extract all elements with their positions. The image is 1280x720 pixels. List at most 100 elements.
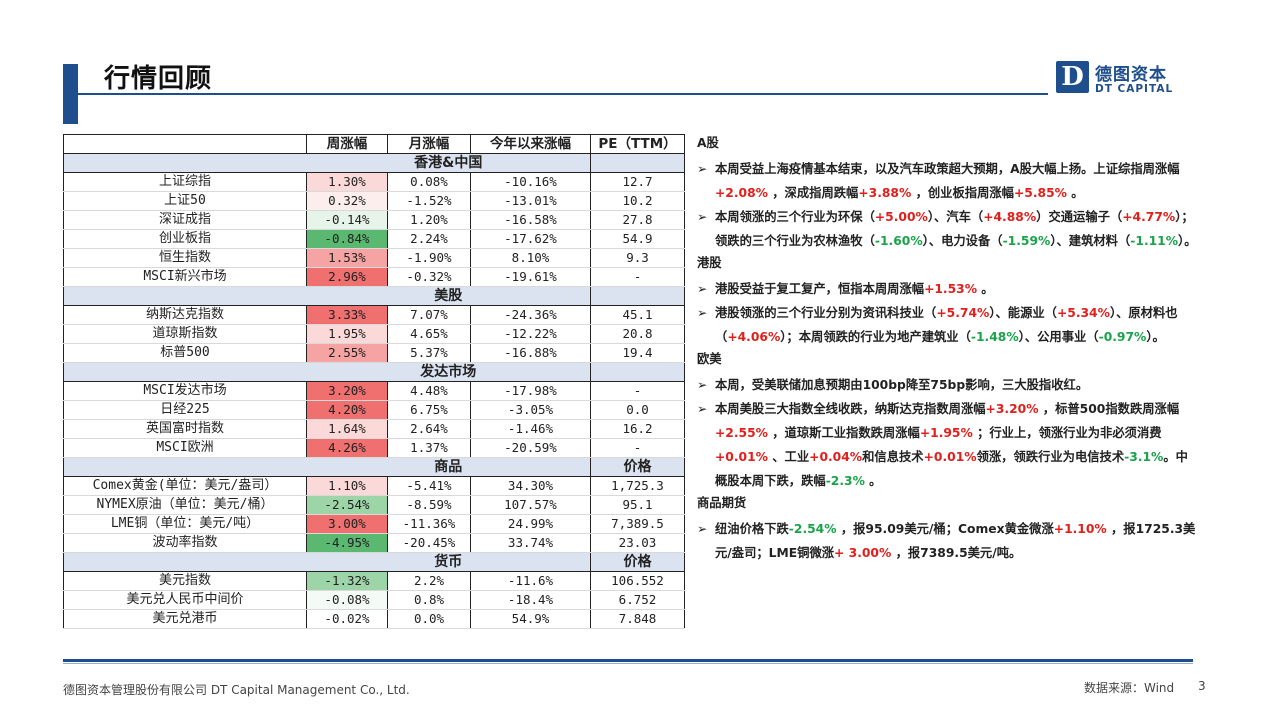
index-name: MSCI发达市场 [63,381,307,401]
section-spacer [63,552,307,572]
commentary-text: ）、电力设备（ [922,234,1003,248]
month-change: -1.52% [387,191,471,211]
pe-or-price: 12.7 [590,172,685,192]
commentary-bullet: ➢ 本周，受美联储加息预期由100bp降至75bp影响，三大股指收红。 [697,373,1197,397]
week-change: 1.30% [306,172,388,192]
pe-or-price: 7,389.5 [590,514,685,534]
logo-english-name: DT CAPITAL [1095,83,1174,95]
ytd-change: -17.98% [470,381,591,401]
commentary-text: ）；领跌的三个行业为农林渔牧（ [715,210,1194,248]
market-table-body: 周涨幅 月涨幅 今年以来涨幅 PE（TTM） 香港&中国 上证综指 1.30% 0.08% -1… [63,134,685,629]
month-change: 2.64% [387,419,471,439]
commentary-bullet: ➢ 港股领涨的三个行业分别为资讯科技业（+5.74%）、能源业（+5.34%）、原… [697,301,1197,349]
commentary-section-title: 欧美 [697,352,722,366]
ytd-change: 8.10% [470,248,591,268]
pe-or-price: 45.1 [590,305,685,325]
bullet-arrow-icon: ➢ [697,282,708,296]
commentary-section-title: 商品期货 [697,496,747,510]
month-change: 0.8% [387,590,471,610]
section-value-header: 价格 [590,457,685,477]
month-change: 4.65% [387,324,471,344]
commentary-bullet: ➢ 港股受益于复工复产，恒指本周周涨幅+1.53% 。 [697,277,1197,301]
section-row: 香港&中国 [63,153,685,173]
ytd-change: -11.6% [470,571,591,591]
commentary-text: ）。 [1146,330,1165,344]
gain-value: +0.04% [809,450,863,464]
commentary-text: ，标普500指数跌周涨幅 [1038,402,1180,416]
section-title: 美股 [306,286,591,306]
index-name: Comex黄金(单位：美元/盎司） [63,476,307,496]
month-change: 4.48% [387,381,471,401]
index-name: 美元指数 [63,571,307,591]
commentary-text: ）、汽车（ [927,210,984,224]
footer-divider-thin [63,663,1193,664]
table-row: NYMEX原油（单位：美元/桶） -2.54% -8.59% 107.57% 95.1 [63,495,685,515]
week-change: 1.53% [306,248,388,268]
week-change: -0.02% [306,609,388,629]
month-change: 1.37% [387,438,471,458]
gain-value: +4.88% [983,210,1037,224]
pe-or-price: 7.848 [590,609,685,629]
week-change: 0.32% [306,191,388,211]
week-change: 3.00% [306,514,388,534]
table-row: 道琼斯指数 1.95% 4.65% -12.22% 20.8 [63,324,685,344]
ytd-change: 54.9% [470,609,591,629]
loss-value: -1.60% [874,234,923,248]
ytd-change: -12.22% [470,324,591,344]
table-row: 日经225 4.20% 6.75% -3.05% 0.0 [63,400,685,420]
index-name: 创业板指 [63,229,307,249]
logo-mark-letter: D [1061,62,1084,92]
index-name: 日经225 [63,400,307,420]
week-change: -2.54% [306,495,388,515]
index-name: LME铜（单位：美元/吨） [63,514,307,534]
commentary-text: 本周美股三大指数全线收跌，纳斯达克指数周涨幅 [715,402,986,416]
ytd-change: -10.16% [470,172,591,192]
week-change: 3.33% [306,305,388,325]
week-change: 1.64% [306,419,388,439]
logo-mark: D [1056,61,1089,93]
commentary-text: ）交通运输子（ [1036,210,1123,224]
index-name: 美元兑人民币中间价 [63,590,307,610]
commentary-text: ；行业上，领涨行业为非必须消费 [972,426,1162,440]
ytd-change: 34.30% [470,476,591,496]
logo-chinese-name: 德图资本 [1095,65,1167,85]
week-change-header: 周涨幅 [306,134,388,154]
index-name: 美元兑港币 [63,609,307,629]
ytd-change: 24.99% [470,514,591,534]
table-row: 英国富时指数 1.64% 2.64% -1.46% 16.2 [63,419,685,439]
pe-or-price: 27.8 [590,210,685,230]
index-name: MSCI欧洲 [63,438,307,458]
index-name: 标普500 [63,343,307,363]
table-row: MSCI发达市场 3.20% 4.48% -17.98% - [63,381,685,401]
table-row: 美元指数 -1.32% 2.2% -11.6% 106.552 [63,571,685,591]
ytd-change: -18.4% [470,590,591,610]
ytd-change: -13.01% [470,191,591,211]
gain-value: +1.95% [919,426,973,440]
week-change: 1.10% [306,476,388,496]
month-change: 5.37% [387,343,471,363]
week-change: 2.96% [306,267,388,287]
commentary-section-title: 港股 [697,256,722,270]
pe-or-price: 9.3 [590,248,685,268]
commentary-text: ）。 [1178,234,1197,248]
pe-or-price: 6.752 [590,590,685,610]
commentary-text: ）；本周领跌的行业为地产建筑业（ [780,330,971,344]
section-row: 美股 [63,286,685,306]
section-value-header [590,286,685,306]
commentary-bullet: ➢ 本周领涨的三个行业为环保（+5.00%）、汽车（+4.88%）交通运输子（+4… [697,205,1197,253]
section-spacer [63,153,307,173]
commentary-text: 领涨，领跌行业为电信技术 [976,450,1125,464]
commentary-text: ）、能源业（ [989,306,1057,320]
pe-or-price: 16.2 [590,419,685,439]
pe-or-price: - [590,438,685,458]
index-name: 深证成指 [63,210,307,230]
section-title: 香港&中国 [306,153,591,173]
index-name: 波动率指数 [63,533,307,553]
table-row: MSCI欧洲 4.26% 1.37% -20.59% - [63,438,685,458]
gain-value: +5.74% [936,306,990,320]
ytd-change: -20.59% [470,438,591,458]
month-change: -11.36% [387,514,471,534]
table-row: 上证综指 1.30% 0.08% -10.16% 12.7 [63,172,685,192]
commentary-text: 港股受益于复工复产，恒指本周周涨幅 [715,282,925,296]
ytd-change: -16.58% [470,210,591,230]
